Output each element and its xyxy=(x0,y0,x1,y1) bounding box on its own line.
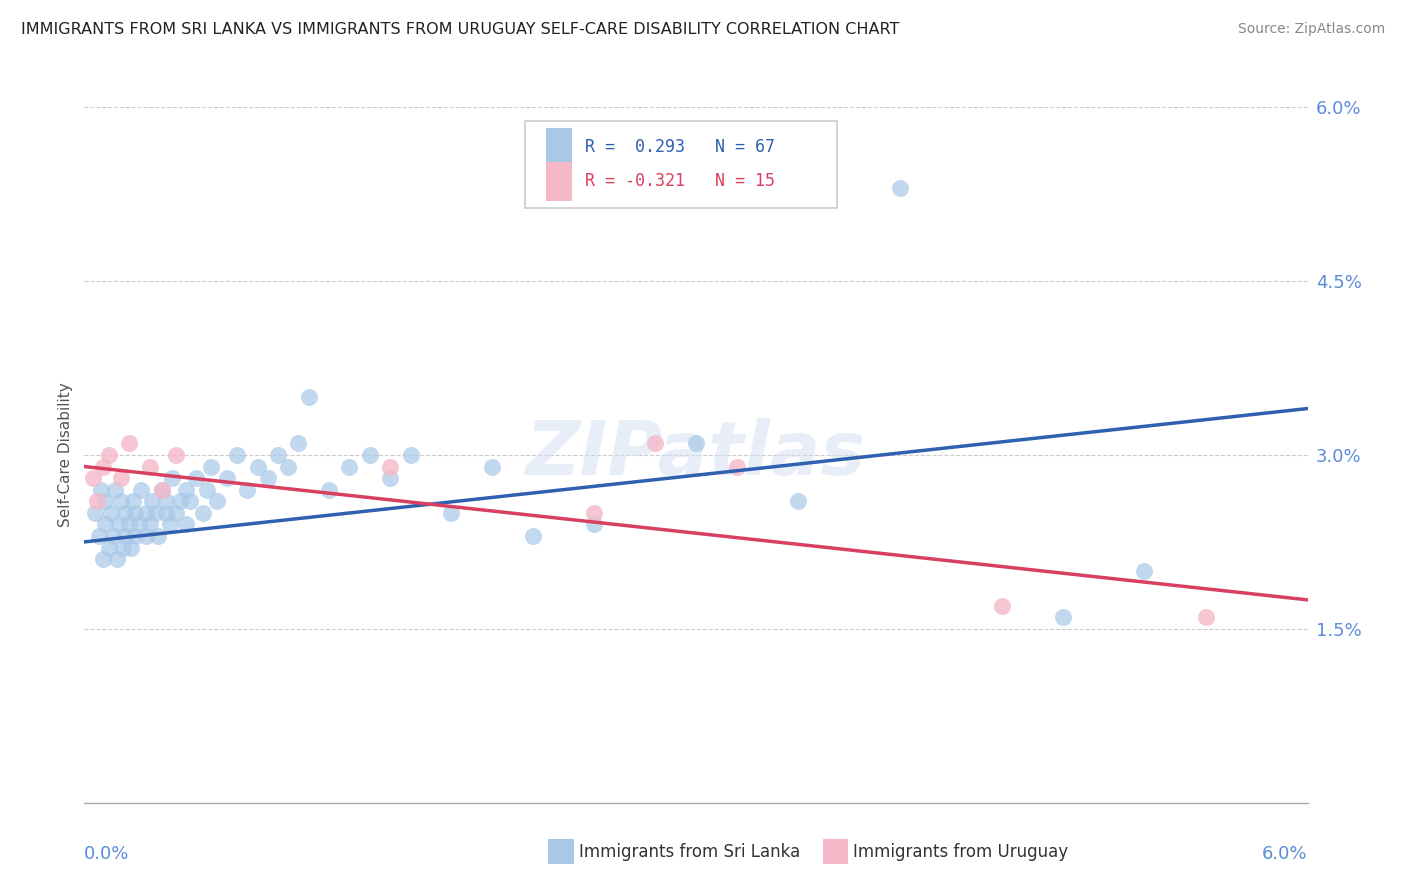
Point xyxy=(128,517,150,532)
Point xyxy=(86,494,108,508)
Point xyxy=(146,529,169,543)
Point xyxy=(122,494,145,508)
Point xyxy=(145,506,167,520)
Point xyxy=(124,506,146,520)
Point xyxy=(155,494,177,508)
Point xyxy=(246,459,269,474)
Point xyxy=(100,506,122,520)
Point xyxy=(191,506,214,520)
Point xyxy=(141,494,163,508)
Point xyxy=(160,471,183,485)
Point xyxy=(583,506,606,520)
Point xyxy=(118,436,141,450)
Point xyxy=(105,552,128,566)
Point xyxy=(135,506,157,520)
Point xyxy=(1052,610,1074,624)
Point xyxy=(150,483,173,497)
Point xyxy=(205,494,228,508)
Text: IMMIGRANTS FROM SRI LANKA VS IMMIGRANTS FROM URUGUAY SELF-CARE DISABILITY CORREL: IMMIGRANTS FROM SRI LANKA VS IMMIGRANTS … xyxy=(21,22,900,37)
Point xyxy=(481,459,503,474)
Point xyxy=(165,448,187,462)
Point xyxy=(1195,610,1218,624)
Point xyxy=(787,494,810,508)
Bar xyxy=(546,162,572,201)
Point xyxy=(110,494,132,508)
Text: ZIPatlas: ZIPatlas xyxy=(526,418,866,491)
Point xyxy=(155,506,177,520)
Point xyxy=(131,483,153,497)
Point xyxy=(186,471,208,485)
Point xyxy=(174,517,197,532)
Point xyxy=(93,517,117,532)
Point xyxy=(93,494,117,508)
Point xyxy=(114,529,136,543)
Point xyxy=(104,483,127,497)
Point xyxy=(318,483,340,497)
Point xyxy=(217,471,239,485)
Point xyxy=(101,529,124,543)
Point xyxy=(124,529,146,543)
Point xyxy=(644,436,666,450)
Point xyxy=(91,459,114,474)
Y-axis label: Self-Care Disability: Self-Care Disability xyxy=(58,383,73,527)
Point xyxy=(91,552,114,566)
Point xyxy=(200,459,222,474)
Point xyxy=(685,436,707,450)
Point xyxy=(112,541,135,555)
Point xyxy=(82,471,104,485)
Point xyxy=(110,471,132,485)
Text: R =  0.293   N = 67: R = 0.293 N = 67 xyxy=(585,138,775,156)
Point xyxy=(236,483,259,497)
Point xyxy=(287,436,309,450)
Point xyxy=(159,517,181,532)
Point xyxy=(90,483,112,497)
Point xyxy=(889,181,911,195)
Point xyxy=(226,448,249,462)
Point xyxy=(277,459,299,474)
Point xyxy=(991,599,1014,613)
Point xyxy=(169,494,191,508)
Point xyxy=(522,529,544,543)
Point xyxy=(725,459,748,474)
Point xyxy=(583,517,606,532)
Text: Immigrants from Uruguay: Immigrants from Uruguay xyxy=(853,843,1069,861)
Point xyxy=(359,448,381,462)
Text: Source: ZipAtlas.com: Source: ZipAtlas.com xyxy=(1237,22,1385,37)
Point xyxy=(399,448,422,462)
Point xyxy=(108,517,131,532)
Text: R = -0.321   N = 15: R = -0.321 N = 15 xyxy=(585,172,775,191)
Point xyxy=(298,390,321,404)
Text: 0.0%: 0.0% xyxy=(84,845,129,863)
Point xyxy=(339,459,361,474)
Point xyxy=(257,471,280,485)
Point xyxy=(165,506,187,520)
Point xyxy=(97,448,120,462)
Point xyxy=(118,517,141,532)
Text: 6.0%: 6.0% xyxy=(1263,845,1308,863)
Point xyxy=(179,494,201,508)
Point xyxy=(267,448,290,462)
Point xyxy=(97,541,120,555)
Point xyxy=(380,459,402,474)
Point xyxy=(174,483,197,497)
FancyBboxPatch shape xyxy=(524,121,837,208)
Point xyxy=(150,483,173,497)
Point xyxy=(114,506,136,520)
Point xyxy=(1133,564,1156,578)
Point xyxy=(138,459,160,474)
Bar xyxy=(546,128,572,167)
Point xyxy=(380,471,402,485)
Point xyxy=(195,483,218,497)
Point xyxy=(135,529,157,543)
Point xyxy=(440,506,463,520)
Point xyxy=(120,541,142,555)
Point xyxy=(83,506,105,520)
Text: Immigrants from Sri Lanka: Immigrants from Sri Lanka xyxy=(579,843,800,861)
Point xyxy=(87,529,110,543)
Point xyxy=(138,517,160,532)
